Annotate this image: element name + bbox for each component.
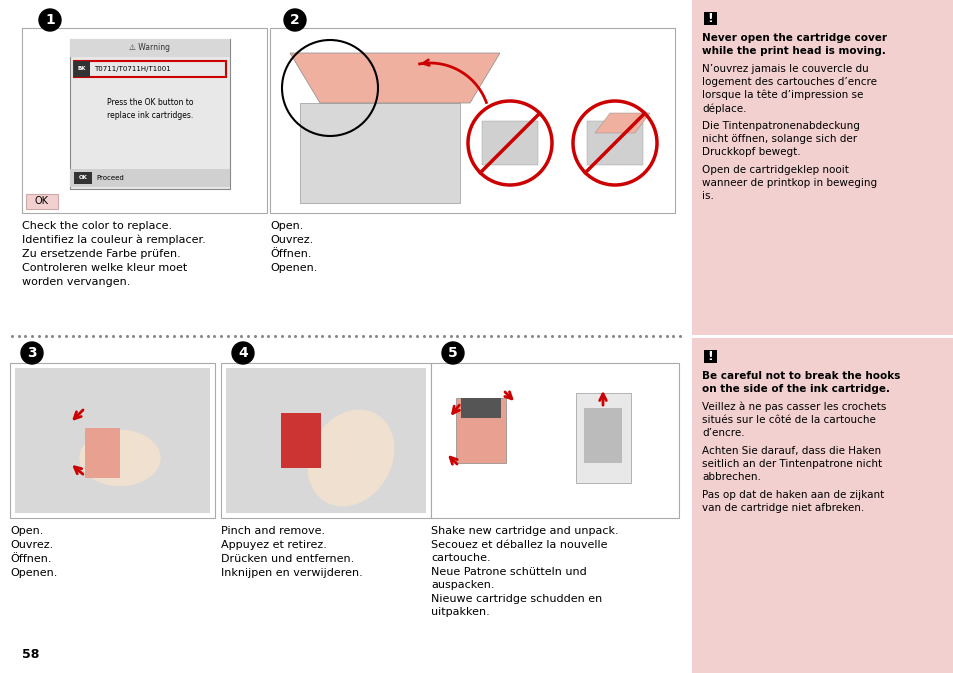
Text: ⚠ Warning: ⚠ Warning (130, 44, 171, 52)
FancyBboxPatch shape (226, 368, 426, 513)
Text: logement des cartouches d’encre: logement des cartouches d’encre (701, 77, 876, 87)
Text: Shake new cartridge and unpack.: Shake new cartridge and unpack. (431, 526, 618, 536)
Text: !: ! (707, 350, 713, 363)
Text: Open.: Open. (10, 526, 43, 536)
FancyBboxPatch shape (221, 363, 431, 518)
Text: Öffnen.: Öffnen. (10, 554, 51, 564)
Text: Be careful not to break the hooks: Be careful not to break the hooks (701, 371, 900, 381)
FancyBboxPatch shape (586, 121, 642, 165)
Text: van de cartridge niet afbreken.: van de cartridge niet afbreken. (701, 503, 863, 513)
Polygon shape (290, 53, 499, 103)
Text: N’ouvrez jamais le couvercle du: N’ouvrez jamais le couvercle du (701, 64, 868, 74)
Text: 4: 4 (238, 346, 248, 360)
FancyBboxPatch shape (431, 363, 679, 518)
Text: Achten Sie darauf, dass die Haken: Achten Sie darauf, dass die Haken (701, 446, 881, 456)
FancyBboxPatch shape (691, 0, 953, 335)
Text: Never open the cartridge cover: Never open the cartridge cover (701, 33, 886, 43)
Text: Neue Patrone schütteln und: Neue Patrone schütteln und (431, 567, 586, 577)
Circle shape (21, 342, 43, 364)
Text: Ouvrez.: Ouvrez. (10, 540, 53, 550)
Text: worden vervangen.: worden vervangen. (22, 277, 131, 287)
FancyBboxPatch shape (691, 338, 953, 673)
Text: BK: BK (77, 67, 86, 71)
Text: Open de cartridgeklep nooit: Open de cartridgeklep nooit (701, 165, 848, 175)
FancyBboxPatch shape (460, 398, 500, 418)
Text: Druckkopf bewegt.: Druckkopf bewegt. (701, 147, 800, 157)
Text: Secouez et déballez la nouvelle: Secouez et déballez la nouvelle (431, 540, 607, 550)
Text: Pas op dat de haken aan de zijkant: Pas op dat de haken aan de zijkant (701, 490, 883, 500)
Text: déplace.: déplace. (701, 103, 745, 114)
Text: Proceed: Proceed (96, 175, 124, 181)
FancyBboxPatch shape (15, 368, 210, 513)
FancyBboxPatch shape (583, 408, 621, 463)
Circle shape (232, 342, 253, 364)
Text: is.: is. (701, 191, 713, 201)
Text: Zu ersetzende Farbe prüfen.: Zu ersetzende Farbe prüfen. (22, 249, 180, 259)
Text: OK: OK (78, 176, 88, 180)
Circle shape (441, 342, 463, 364)
Text: abbrechen.: abbrechen. (701, 472, 760, 482)
Text: Ouvrez.: Ouvrez. (270, 235, 313, 245)
FancyBboxPatch shape (703, 350, 717, 363)
FancyBboxPatch shape (456, 398, 505, 463)
Text: 58: 58 (22, 648, 39, 661)
Circle shape (39, 9, 61, 31)
Text: cartouche.: cartouche. (431, 553, 490, 563)
Text: !: ! (707, 12, 713, 25)
Text: uitpakken.: uitpakken. (431, 607, 489, 617)
Ellipse shape (80, 431, 160, 485)
FancyBboxPatch shape (22, 28, 267, 213)
Text: Inknijpen en verwijderen.: Inknijpen en verwijderen. (221, 568, 362, 578)
FancyBboxPatch shape (70, 39, 230, 189)
Text: Press the OK button to
replace ink cartridges.: Press the OK button to replace ink cartr… (107, 98, 193, 120)
Circle shape (284, 9, 306, 31)
Text: Openen.: Openen. (10, 568, 57, 578)
Text: Die Tintenpatronenabdeckung: Die Tintenpatronenabdeckung (701, 121, 859, 131)
Text: Veillez à ne pas casser les crochets: Veillez à ne pas casser les crochets (701, 402, 885, 413)
FancyBboxPatch shape (436, 368, 673, 513)
FancyBboxPatch shape (85, 428, 120, 478)
Text: Openen.: Openen. (270, 263, 317, 273)
Text: Appuyez et retirez.: Appuyez et retirez. (221, 540, 327, 550)
Text: 1: 1 (45, 13, 55, 27)
Text: Controleren welke kleur moet: Controleren welke kleur moet (22, 263, 187, 273)
Text: Drücken und entfernen.: Drücken und entfernen. (221, 554, 354, 564)
Text: seitlich an der Tintenpatrone nicht: seitlich an der Tintenpatrone nicht (701, 459, 882, 469)
FancyBboxPatch shape (270, 28, 675, 213)
FancyBboxPatch shape (576, 393, 630, 483)
FancyBboxPatch shape (481, 121, 537, 165)
FancyBboxPatch shape (299, 103, 459, 203)
Text: Check the color to replace.: Check the color to replace. (22, 221, 172, 231)
Text: situés sur le côté de la cartouche: situés sur le côté de la cartouche (701, 415, 875, 425)
FancyBboxPatch shape (70, 169, 230, 187)
Text: Pinch and remove.: Pinch and remove. (221, 526, 325, 536)
Text: nicht öffnen, solange sich der: nicht öffnen, solange sich der (701, 134, 856, 144)
FancyBboxPatch shape (281, 413, 320, 468)
Text: on the side of the ink cartridge.: on the side of the ink cartridge. (701, 384, 889, 394)
FancyBboxPatch shape (74, 61, 90, 77)
Text: Identifiez la couleur à remplacer.: Identifiez la couleur à remplacer. (22, 235, 206, 246)
FancyBboxPatch shape (74, 61, 226, 77)
FancyBboxPatch shape (70, 39, 230, 57)
Text: 5: 5 (448, 346, 457, 360)
Ellipse shape (308, 411, 394, 505)
FancyBboxPatch shape (703, 12, 717, 25)
FancyBboxPatch shape (10, 363, 214, 518)
Text: T0711/T0711H/T1001: T0711/T0711H/T1001 (94, 66, 171, 72)
Text: OK: OK (35, 197, 49, 207)
Text: wanneer de printkop in beweging: wanneer de printkop in beweging (701, 178, 876, 188)
Text: 3: 3 (27, 346, 37, 360)
FancyBboxPatch shape (74, 172, 91, 184)
Text: Open.: Open. (270, 221, 303, 231)
Text: 2: 2 (290, 13, 299, 27)
FancyBboxPatch shape (26, 194, 58, 209)
Text: auspacken.: auspacken. (431, 580, 494, 590)
Text: lorsque la tête d’impression se: lorsque la tête d’impression se (701, 90, 862, 100)
Text: Nieuwe cartridge schudden en: Nieuwe cartridge schudden en (431, 594, 601, 604)
Text: Öffnen.: Öffnen. (270, 249, 312, 259)
Polygon shape (595, 113, 649, 133)
Text: d’encre.: d’encre. (701, 428, 744, 438)
Text: while the print head is moving.: while the print head is moving. (701, 46, 885, 56)
